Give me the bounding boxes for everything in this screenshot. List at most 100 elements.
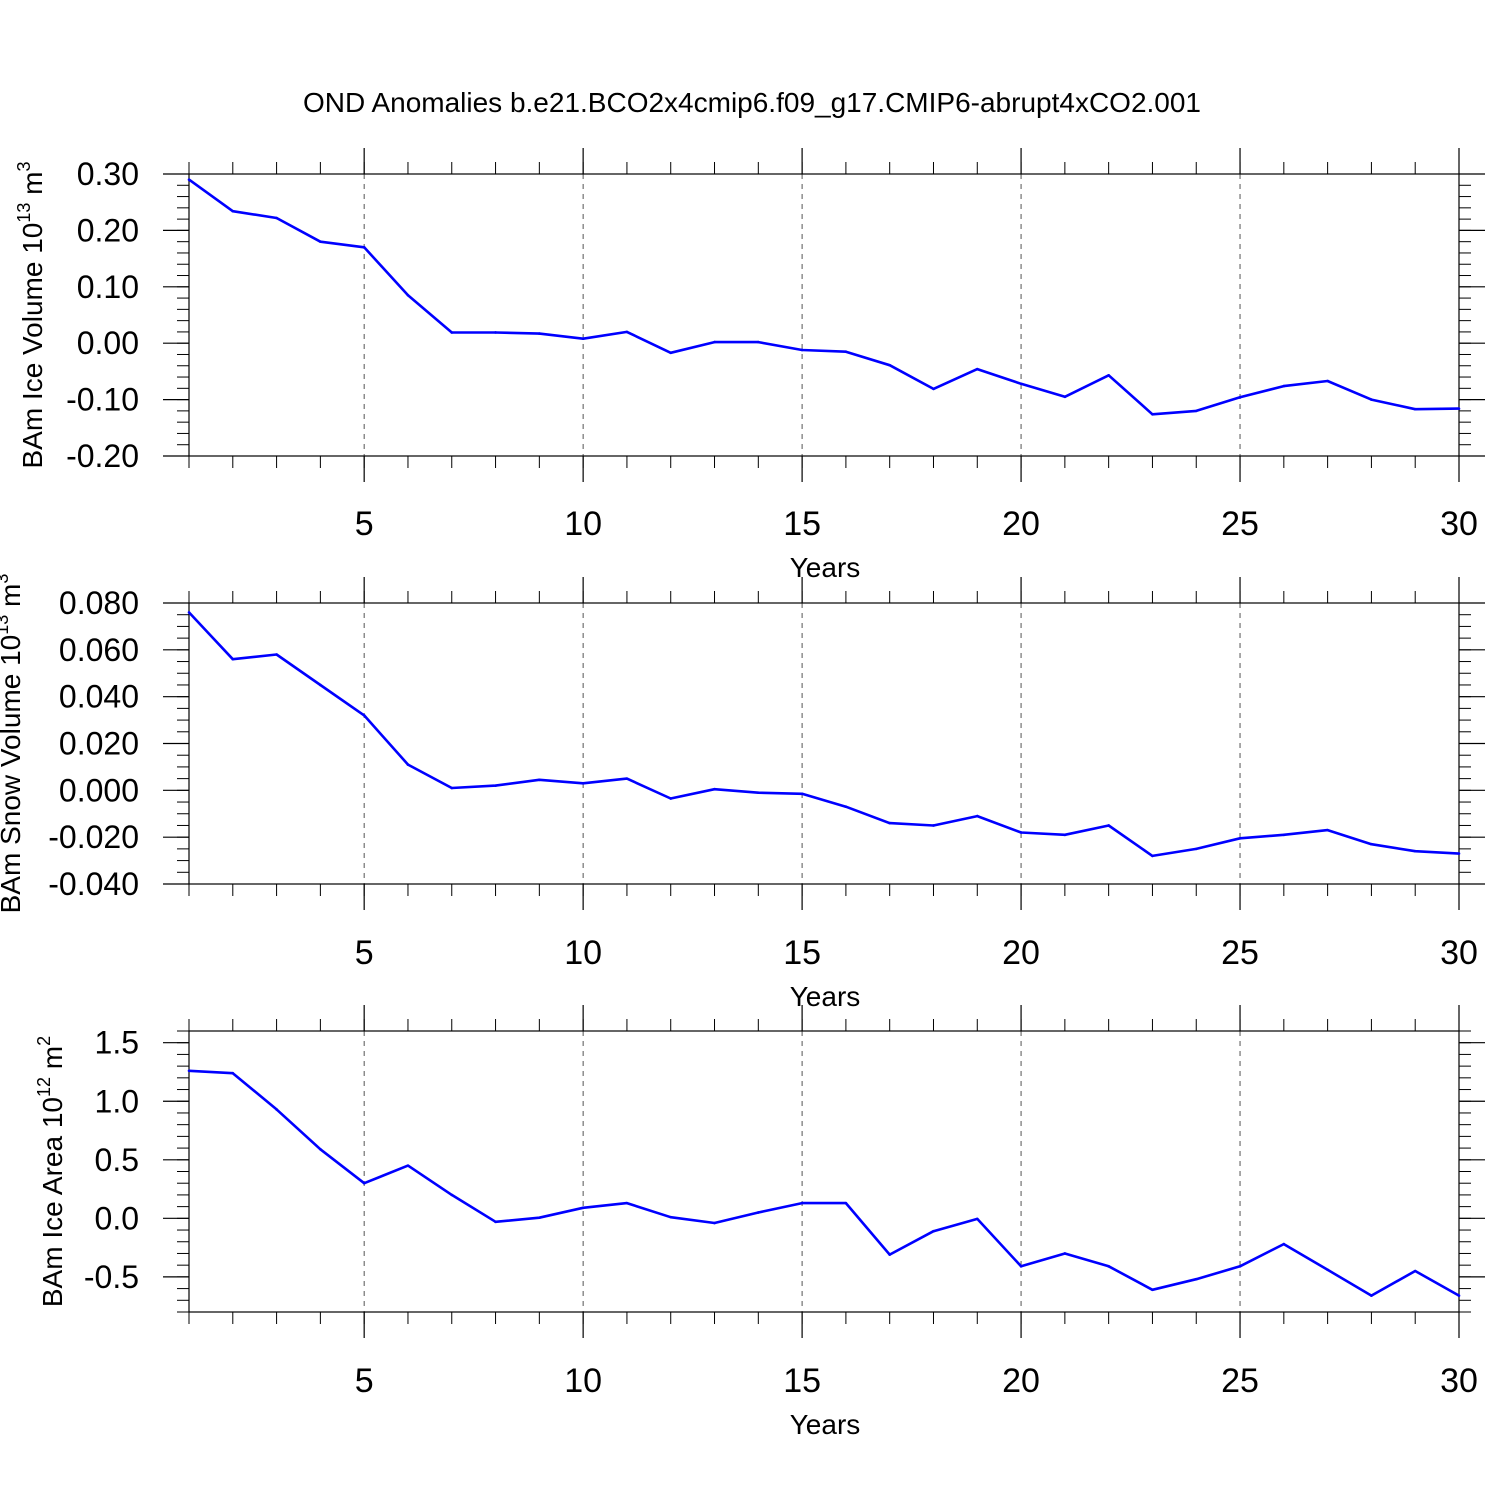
data-point bbox=[187, 1069, 191, 1073]
data-point bbox=[1019, 831, 1023, 834]
data-point bbox=[538, 1216, 541, 1220]
data-point bbox=[1457, 1294, 1461, 1297]
data-point bbox=[450, 331, 454, 334]
plot-frame bbox=[188, 1030, 1460, 1313]
y-tick-label: 0.080 bbox=[59, 585, 139, 621]
y-tick-label: 0.30 bbox=[77, 156, 139, 192]
data-point bbox=[800, 348, 804, 352]
data-point bbox=[1282, 384, 1286, 388]
data-point bbox=[1019, 1265, 1023, 1268]
data-point bbox=[1238, 837, 1242, 840]
y-tick-label: -0.20 bbox=[66, 438, 139, 474]
y-tick-label: 1.5 bbox=[95, 1025, 139, 1061]
data-point bbox=[1063, 395, 1067, 399]
data-point bbox=[888, 821, 891, 825]
data-point bbox=[932, 387, 935, 391]
data-point bbox=[844, 805, 848, 809]
x-tick-label: 15 bbox=[783, 505, 821, 543]
data-point bbox=[844, 350, 848, 353]
x-axis-label: Years bbox=[790, 1409, 861, 1440]
y-axis-label-exponent: 12 bbox=[34, 1077, 54, 1097]
data-point bbox=[231, 209, 235, 213]
chart-panel-3: 5 10 15 20 25 30 -0.5 0.0 0.5 1.0 1.5 Years BAm Ice … bbox=[34, 1005, 1485, 1440]
data-point bbox=[362, 1181, 366, 1185]
data-point bbox=[1063, 1252, 1067, 1255]
data-point bbox=[494, 784, 497, 787]
data-point bbox=[450, 786, 454, 790]
data-point bbox=[713, 1221, 716, 1225]
data-point bbox=[713, 787, 716, 791]
data-point bbox=[975, 814, 979, 818]
data-point bbox=[494, 1220, 497, 1224]
data-point bbox=[1457, 852, 1461, 855]
y-axis-label-unit: m bbox=[0, 584, 26, 615]
data-point bbox=[625, 777, 629, 780]
data-point bbox=[1326, 1268, 1329, 1272]
data-point bbox=[669, 351, 673, 355]
series-line-1 bbox=[188, 611, 1460, 858]
data-point bbox=[362, 246, 366, 249]
x-tick-label: 5 bbox=[355, 1362, 374, 1400]
data-point bbox=[975, 1217, 979, 1221]
plot-frame bbox=[188, 602, 1460, 885]
x-axis-label: Years bbox=[790, 552, 861, 583]
x-tick-label: 10 bbox=[564, 1362, 602, 1400]
y-tick-label: 0.10 bbox=[77, 269, 139, 305]
x-tick-label: 15 bbox=[783, 934, 821, 972]
y-tick-label: 0.000 bbox=[59, 772, 139, 808]
data-point bbox=[406, 763, 410, 766]
data-point bbox=[1107, 374, 1110, 377]
data-point bbox=[1413, 849, 1417, 853]
x-tick-label: 25 bbox=[1221, 934, 1259, 972]
data-point bbox=[1326, 828, 1329, 832]
data-point bbox=[713, 340, 716, 344]
series-line-1 bbox=[188, 178, 1460, 416]
plot-frame bbox=[188, 173, 1460, 457]
y-tick-label: -0.020 bbox=[48, 819, 139, 855]
y-axis-label: BAm Ice Volume 1013 m3 bbox=[14, 161, 48, 468]
chart-panel-1: 5 10 15 20 25 30 -0.20 -0.10 0.00 0.10 0.20 0.30 Yea… bbox=[14, 148, 1485, 583]
data-point bbox=[1370, 842, 1373, 846]
data-point bbox=[1282, 833, 1286, 837]
data-point bbox=[888, 1253, 891, 1256]
data-point bbox=[625, 330, 629, 334]
data-point bbox=[538, 778, 541, 782]
data-point bbox=[1370, 1294, 1373, 1297]
data-point bbox=[275, 653, 278, 656]
data-point bbox=[1019, 382, 1023, 386]
data-point bbox=[1370, 398, 1373, 401]
data-point bbox=[1413, 407, 1417, 411]
y-axis-label-unit-exponent: 3 bbox=[14, 161, 34, 171]
x-tick-label: 25 bbox=[1221, 1362, 1259, 1400]
data-point bbox=[1194, 1277, 1198, 1281]
data-point bbox=[932, 1229, 935, 1233]
y-axis-label-main: BAm Ice Volume 10 bbox=[17, 223, 48, 469]
data-point bbox=[231, 657, 235, 661]
x-tick-label: 30 bbox=[1440, 505, 1478, 543]
panels: 5 10 15 20 25 30-0.20-0.100.000.100.200.30Yea… bbox=[0, 148, 1485, 1440]
y-tick-label: 0.0 bbox=[95, 1200, 139, 1236]
data-point bbox=[538, 332, 541, 335]
data-point bbox=[1326, 379, 1329, 383]
y-axis-label-exponent: 13 bbox=[0, 615, 12, 635]
y-tick-label: -0.10 bbox=[66, 382, 139, 418]
y-tick-label: 0.00 bbox=[77, 325, 139, 361]
x-tick-label: 20 bbox=[1002, 934, 1040, 972]
data-point bbox=[932, 824, 935, 827]
data-point bbox=[581, 337, 585, 340]
data-point bbox=[450, 1193, 454, 1197]
x-tick-label: 30 bbox=[1440, 934, 1478, 972]
data-point bbox=[1457, 407, 1461, 410]
x-axis-label: Years bbox=[790, 981, 861, 1012]
y-tick-label: 0.060 bbox=[59, 632, 139, 668]
x-tick-label: 5 bbox=[355, 934, 374, 972]
data-point bbox=[1282, 1242, 1286, 1246]
data-point bbox=[319, 683, 322, 687]
y-axis-label-exponent: 13 bbox=[14, 203, 34, 223]
data-point bbox=[1151, 1288, 1154, 1292]
data-point bbox=[406, 1164, 410, 1167]
chart-panel-2: 5 10 15 20 25 30 -0.040 -0.020 0.000 0.020 0.040 0.… bbox=[0, 574, 1485, 1012]
data-point bbox=[1413, 1269, 1417, 1273]
y-tick-label: -0.5 bbox=[84, 1259, 139, 1295]
